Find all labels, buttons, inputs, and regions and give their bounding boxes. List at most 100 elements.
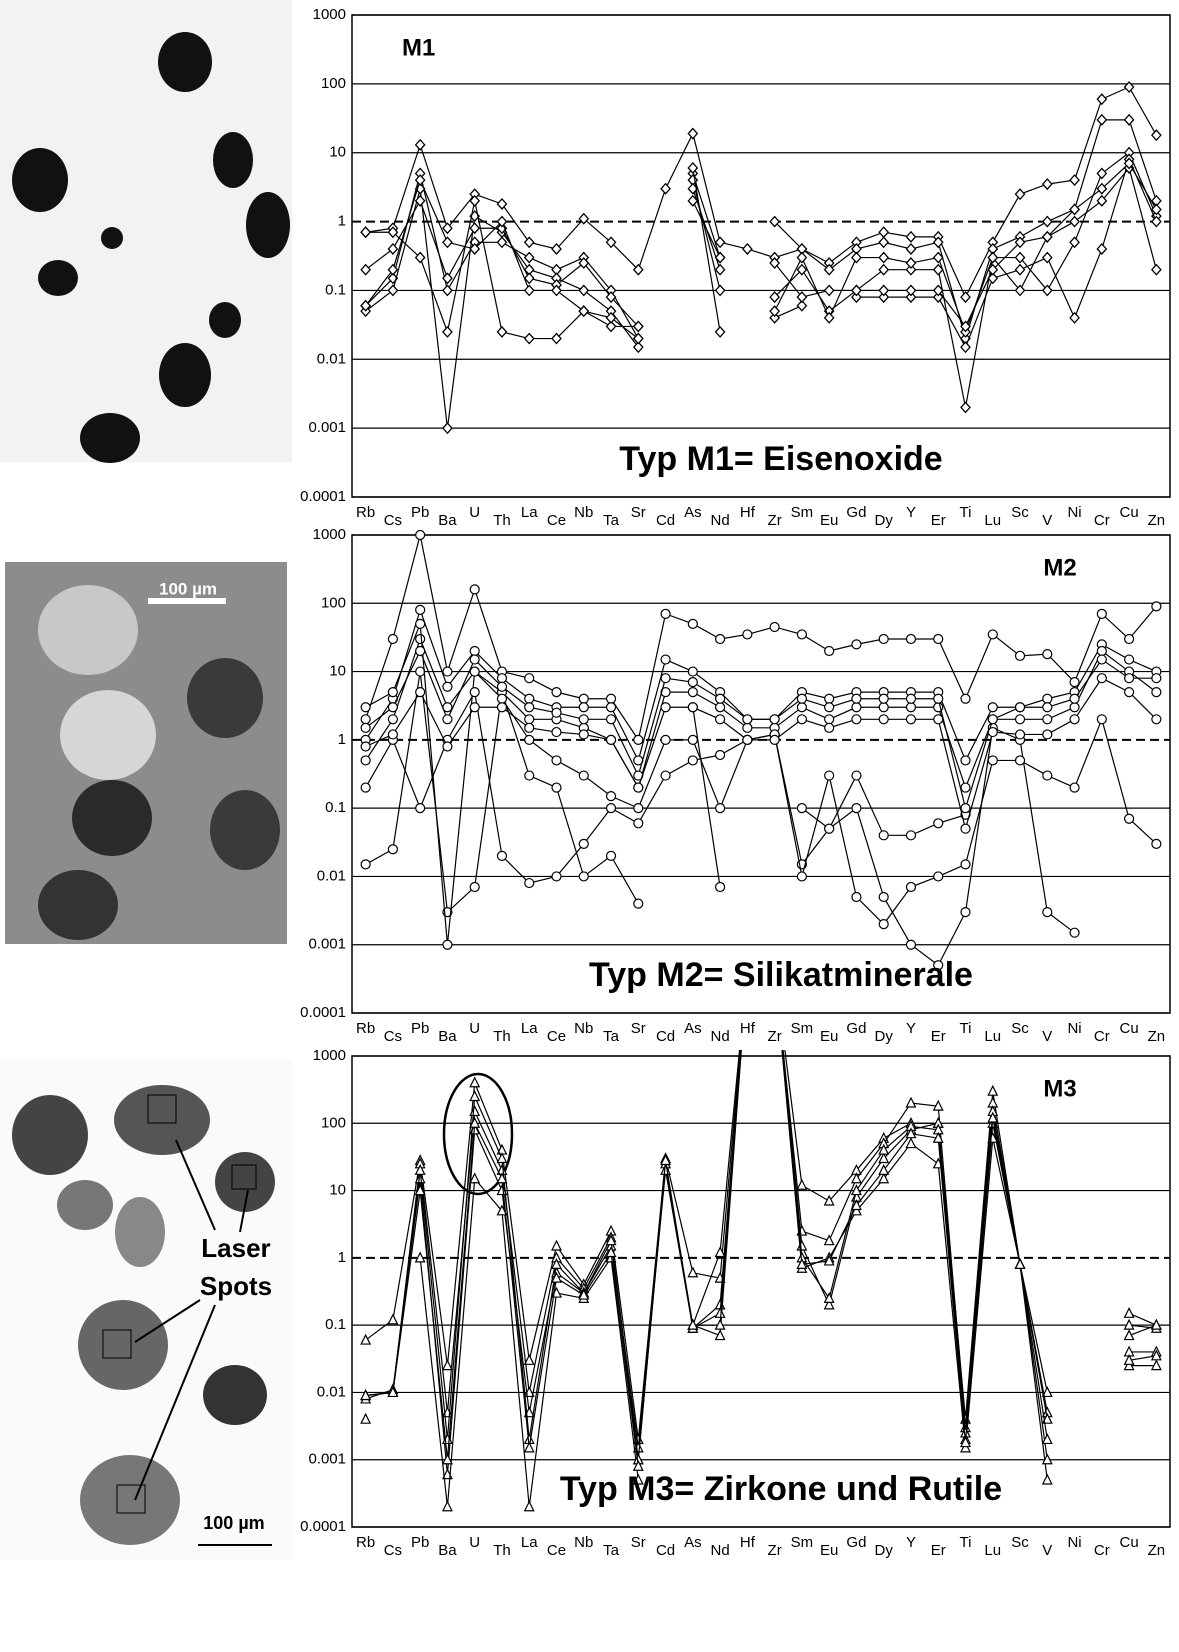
- data-point: [1150, 1359, 1162, 1371]
- data-point: [1041, 215, 1053, 228]
- data-point: [415, 618, 426, 629]
- data-point: [1041, 1473, 1053, 1485]
- x-tick-label: Cd: [656, 512, 675, 529]
- data-point: [496, 1172, 508, 1184]
- data-point: [551, 782, 562, 793]
- y-tick-label: 1: [338, 731, 346, 748]
- data-point: [1041, 1386, 1053, 1398]
- data-point: [687, 194, 699, 207]
- x-tick-label: La: [521, 504, 538, 521]
- data-point: [878, 226, 890, 239]
- x-tick-label: U: [469, 1534, 480, 1551]
- data-point: [1123, 813, 1135, 824]
- data-point: [551, 755, 562, 766]
- data-point: [960, 782, 971, 793]
- data-point: [1096, 645, 1107, 657]
- data-point: [660, 654, 671, 665]
- data-point: [933, 818, 944, 829]
- data-point: [687, 127, 699, 140]
- data-point: [387, 226, 399, 239]
- data-point: [551, 243, 562, 255]
- data-point: [1069, 215, 1080, 228]
- data-point: [878, 891, 889, 903]
- data-point: [1042, 693, 1053, 704]
- data-point: [551, 726, 562, 738]
- data-point: [796, 263, 808, 276]
- data-point: [1123, 157, 1135, 170]
- data-point: [605, 320, 617, 333]
- data-point: [796, 702, 808, 713]
- data-point: [987, 1084, 999, 1096]
- data-point: [824, 722, 835, 733]
- x-tick-label: As: [684, 1534, 702, 1551]
- data-point: [714, 693, 726, 704]
- data-point: [960, 320, 971, 333]
- data-point: [1042, 702, 1053, 713]
- data-point: [824, 693, 835, 704]
- data-point: [933, 633, 944, 645]
- x-tick-label: Cs: [384, 512, 402, 529]
- data-point: [496, 1204, 508, 1216]
- x-tick-label: Ce: [547, 1028, 566, 1045]
- x-tick-label: Cd: [656, 1542, 675, 1559]
- x-tick-label: Th: [493, 512, 511, 529]
- data-point: [414, 1251, 426, 1263]
- data-point: [905, 633, 917, 645]
- data-point: [851, 251, 862, 264]
- data-point: [960, 803, 971, 814]
- x-tick-label: Ba: [438, 1542, 457, 1559]
- data-point: [823, 263, 835, 276]
- data-point: [605, 734, 617, 745]
- data-point: [360, 755, 371, 766]
- data-point: [605, 1234, 617, 1246]
- data-point: [387, 687, 398, 698]
- data-point: [960, 859, 971, 870]
- data-point: [1123, 673, 1135, 684]
- data-point: [1123, 1306, 1135, 1318]
- data-point: [960, 823, 971, 834]
- data-point: [632, 1473, 644, 1485]
- x-tick-label: Cr: [1094, 1542, 1110, 1559]
- data-point: [524, 877, 535, 889]
- x-tick-label: Nb: [574, 504, 593, 521]
- data-point: [796, 871, 808, 882]
- data-point: [415, 529, 426, 541]
- data-point: [360, 782, 371, 793]
- data-point: [524, 673, 535, 684]
- data-point: [524, 702, 535, 713]
- data-point: [578, 257, 590, 269]
- data-point: [851, 891, 862, 903]
- data-point: [824, 702, 835, 713]
- data-point: [769, 215, 781, 228]
- x-tick-label: Nd: [711, 1542, 730, 1559]
- data-point: [578, 770, 589, 781]
- data-point: [523, 284, 535, 297]
- data-point: [442, 272, 453, 285]
- x-tick-label: As: [684, 1020, 702, 1037]
- data-point: [1150, 129, 1162, 142]
- data-point: [714, 325, 726, 338]
- data-point: [496, 1184, 508, 1196]
- data-point: [414, 1172, 426, 1184]
- data-point: [714, 881, 726, 893]
- data-point: [878, 1152, 890, 1164]
- data-point: [878, 284, 890, 297]
- y-tick-label: 100: [321, 594, 346, 611]
- data-point: [796, 629, 808, 640]
- data-point: [1041, 251, 1053, 264]
- data-point: [742, 629, 753, 640]
- data-point: [1096, 194, 1108, 207]
- x-tick-label: Dy: [875, 1542, 894, 1559]
- data-point: [714, 1318, 726, 1330]
- data-point: [496, 325, 508, 338]
- data-point: [742, 722, 753, 733]
- data-point: [660, 702, 671, 713]
- data-point: [905, 263, 917, 276]
- x-tick-label: Er: [931, 512, 946, 529]
- data-point: [1042, 649, 1053, 660]
- data-point: [987, 251, 999, 264]
- data-point: [1150, 1349, 1162, 1361]
- data-point: [469, 645, 480, 657]
- data-point: [796, 291, 808, 304]
- data-point: [687, 677, 698, 688]
